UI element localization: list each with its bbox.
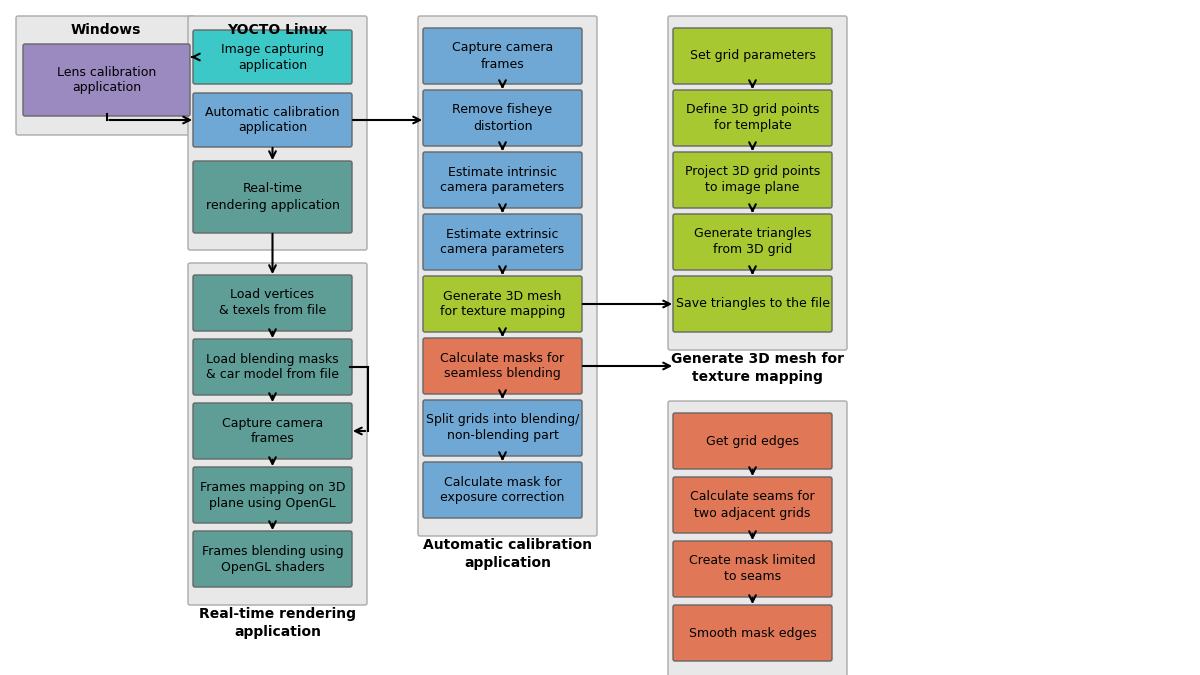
FancyBboxPatch shape: [193, 403, 352, 459]
Text: Estimate intrinsic
camera parameters: Estimate intrinsic camera parameters: [440, 165, 564, 194]
Text: Split grids into blending/
non-blending part: Split grids into blending/ non-blending …: [426, 414, 580, 443]
FancyBboxPatch shape: [424, 90, 582, 146]
Text: Estimate extrinsic
camera parameters: Estimate extrinsic camera parameters: [440, 227, 564, 256]
Text: Define 3D grid points
for template: Define 3D grid points for template: [686, 103, 820, 132]
FancyBboxPatch shape: [193, 93, 352, 147]
FancyBboxPatch shape: [668, 16, 847, 350]
FancyBboxPatch shape: [193, 161, 352, 233]
Text: Generate triangles
from 3D grid: Generate triangles from 3D grid: [694, 227, 811, 256]
Text: Automatic calibration
application: Automatic calibration application: [422, 538, 592, 570]
FancyBboxPatch shape: [424, 214, 582, 270]
FancyBboxPatch shape: [668, 401, 847, 675]
Text: Frames blending using
OpenGL shaders: Frames blending using OpenGL shaders: [202, 545, 343, 574]
Text: Windows: Windows: [71, 23, 140, 37]
Text: Set grid parameters: Set grid parameters: [690, 49, 816, 63]
Text: Calculate seams for
two adjacent grids: Calculate seams for two adjacent grids: [690, 491, 815, 520]
Text: YOCTO Linux: YOCTO Linux: [227, 23, 328, 37]
FancyBboxPatch shape: [673, 605, 832, 661]
FancyBboxPatch shape: [188, 263, 367, 605]
FancyBboxPatch shape: [673, 541, 832, 597]
Text: Project 3D grid points
to image plane: Project 3D grid points to image plane: [685, 165, 820, 194]
FancyBboxPatch shape: [16, 16, 194, 135]
FancyBboxPatch shape: [424, 462, 582, 518]
FancyBboxPatch shape: [673, 28, 832, 84]
Text: Automatic calibration
application: Automatic calibration application: [205, 105, 340, 134]
FancyBboxPatch shape: [188, 16, 367, 250]
FancyBboxPatch shape: [424, 152, 582, 208]
FancyBboxPatch shape: [193, 467, 352, 523]
FancyBboxPatch shape: [193, 30, 352, 84]
FancyBboxPatch shape: [424, 28, 582, 84]
Text: Save triangles to the file: Save triangles to the file: [676, 298, 829, 310]
FancyBboxPatch shape: [418, 16, 598, 536]
Text: Load vertices
& texels from file: Load vertices & texels from file: [218, 288, 326, 317]
Text: Real-time rendering
application: Real-time rendering application: [199, 607, 356, 639]
Text: Calculate masks for
seamless blending: Calculate masks for seamless blending: [440, 352, 564, 381]
FancyBboxPatch shape: [424, 400, 582, 456]
Text: Calculate mask for
exposure correction: Calculate mask for exposure correction: [440, 475, 565, 504]
Text: Get grid edges: Get grid edges: [706, 435, 799, 448]
Text: Smooth mask edges: Smooth mask edges: [689, 626, 816, 639]
FancyBboxPatch shape: [193, 275, 352, 331]
Text: Load blending masks
& car model from file: Load blending masks & car model from fil…: [206, 352, 340, 381]
FancyBboxPatch shape: [673, 152, 832, 208]
Text: Image capturing
application: Image capturing application: [221, 43, 324, 72]
Text: Capture camera
frames: Capture camera frames: [222, 416, 323, 446]
Text: Capture camera
frames: Capture camera frames: [452, 41, 553, 70]
Text: Real-time
rendering application: Real-time rendering application: [205, 182, 340, 211]
FancyBboxPatch shape: [673, 477, 832, 533]
Text: Frames mapping on 3D
plane using OpenGL: Frames mapping on 3D plane using OpenGL: [199, 481, 346, 510]
FancyBboxPatch shape: [193, 531, 352, 587]
FancyBboxPatch shape: [193, 339, 352, 395]
Text: Remove fisheye
distortion: Remove fisheye distortion: [452, 103, 552, 132]
Text: Lens calibration
application: Lens calibration application: [56, 65, 156, 95]
FancyBboxPatch shape: [673, 90, 832, 146]
FancyBboxPatch shape: [424, 338, 582, 394]
Text: Generate 3D mesh
for texture mapping: Generate 3D mesh for texture mapping: [440, 290, 565, 319]
Text: Generate 3D mesh for
texture mapping: Generate 3D mesh for texture mapping: [671, 352, 844, 384]
FancyBboxPatch shape: [673, 214, 832, 270]
Text: Create mask limited
to seams: Create mask limited to seams: [689, 554, 816, 583]
FancyBboxPatch shape: [424, 276, 582, 332]
FancyBboxPatch shape: [673, 413, 832, 469]
FancyBboxPatch shape: [23, 44, 190, 116]
FancyBboxPatch shape: [673, 276, 832, 332]
